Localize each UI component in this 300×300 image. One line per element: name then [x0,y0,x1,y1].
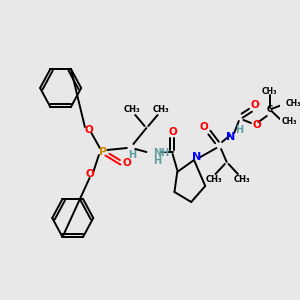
Text: NH: NH [153,148,169,158]
Text: H: H [153,156,161,166]
Text: CH₃: CH₃ [262,86,277,95]
Text: H: H [235,125,243,135]
Text: O: O [250,100,259,110]
Text: C: C [266,106,273,115]
Text: O: O [84,125,93,135]
Text: CH₃: CH₃ [233,176,250,184]
Text: O: O [168,127,177,137]
Text: CH₃: CH₃ [123,106,140,115]
Text: O: O [200,122,209,132]
Text: O: O [122,158,131,168]
Text: N: N [192,152,202,162]
Text: O: O [252,120,261,130]
Text: CH₃: CH₃ [153,106,170,115]
Text: N: N [226,132,235,142]
Text: P: P [98,147,107,157]
Text: CH₃: CH₃ [285,100,300,109]
Text: O: O [85,169,94,179]
Text: CH₃: CH₃ [205,176,222,184]
Text: CH₃: CH₃ [282,118,297,127]
Text: H: H [128,150,136,160]
